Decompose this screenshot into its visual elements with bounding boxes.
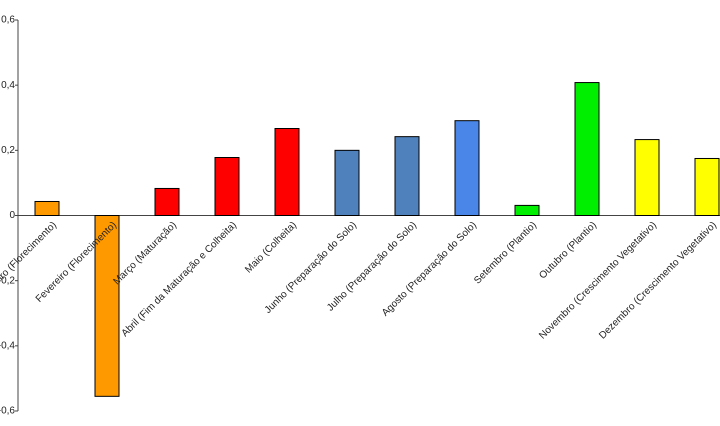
- bar: [454, 120, 480, 216]
- y-tick-label: 0,4: [1, 80, 15, 91]
- bar: [94, 215, 120, 397]
- x-tick-label: Novembro (Crescimento Vegetativo): [537, 220, 659, 342]
- x-tick-label: Maio (Colheita): [243, 220, 299, 276]
- bar: [274, 128, 300, 216]
- bar: [514, 204, 540, 217]
- x-tick-label: Dezembro (Crescimento Vegetativo): [597, 220, 719, 342]
- y-tick-label: 0,6: [1, 15, 15, 26]
- bar: [574, 82, 600, 216]
- y-tick-label: 0,2: [1, 145, 15, 156]
- bar: [634, 139, 660, 216]
- bar: [394, 136, 420, 216]
- bar: [694, 157, 720, 217]
- y-tick-label: -0,6: [0, 406, 15, 417]
- x-tick-label: Agosto (Preparação do Solo): [380, 220, 479, 319]
- x-tick-label: Outubro (Plantio): [537, 220, 599, 282]
- y-tick-label: -0,4: [0, 340, 15, 351]
- bar: [34, 200, 60, 216]
- bar: [214, 157, 240, 216]
- x-tick-label: Abril (Fim da Maturação e Colheita): [120, 220, 239, 339]
- bar: [334, 149, 360, 216]
- y-tick-label: 0: [9, 210, 15, 221]
- x-tick-label: Setembro (Plantio): [472, 220, 539, 287]
- x-tick-label: Março (Maturação): [111, 220, 179, 288]
- y-tick-label: -0,2: [0, 275, 15, 286]
- bar: [154, 187, 180, 216]
